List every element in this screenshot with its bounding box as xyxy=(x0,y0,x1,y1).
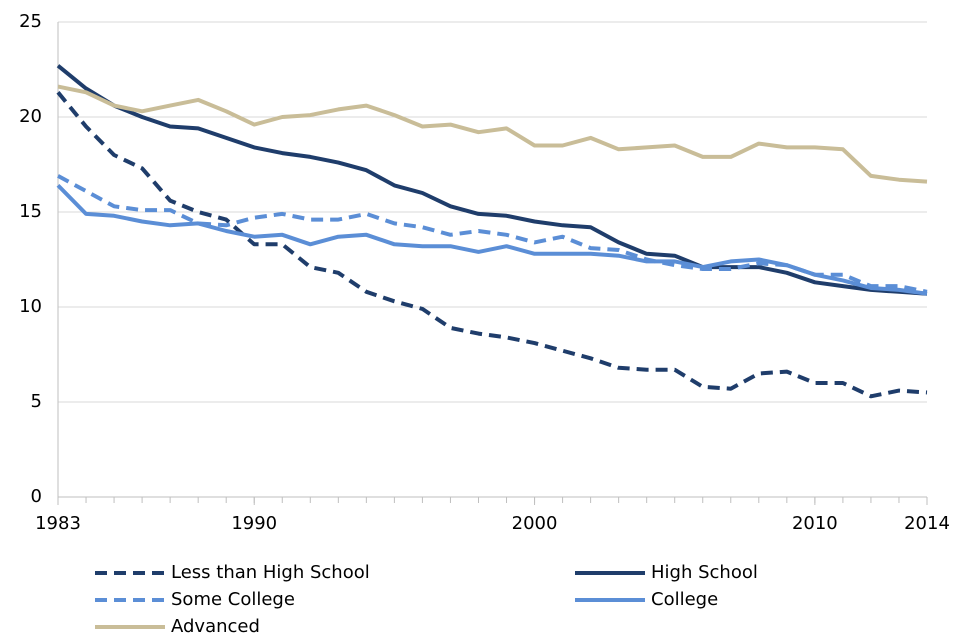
y-tick-label: 15 xyxy=(19,201,42,222)
series-line xyxy=(56,183,928,296)
x-tick-label: 2010 xyxy=(792,513,838,534)
x-tick-label: 2014 xyxy=(904,513,950,534)
x-tick-label: 1990 xyxy=(231,513,277,534)
y-tick-label: 20 xyxy=(19,106,42,127)
y-tick-label: 10 xyxy=(19,296,42,317)
series-line xyxy=(56,91,928,399)
x-tick-label: 1983 xyxy=(35,513,81,534)
series-line xyxy=(57,84,928,184)
legend-label: Advanced xyxy=(171,616,260,636)
y-tick-label: 0 xyxy=(31,486,42,507)
series-line xyxy=(56,64,928,296)
y-tick-label: 25 xyxy=(19,11,42,32)
legend-label: High School xyxy=(651,562,758,583)
x-tick-label: 2000 xyxy=(512,513,558,534)
y-tick-label: 5 xyxy=(31,391,42,412)
legend-label: College xyxy=(651,589,718,610)
legend-label: Less than High School xyxy=(171,562,370,583)
legend-label: Some College xyxy=(171,589,295,610)
